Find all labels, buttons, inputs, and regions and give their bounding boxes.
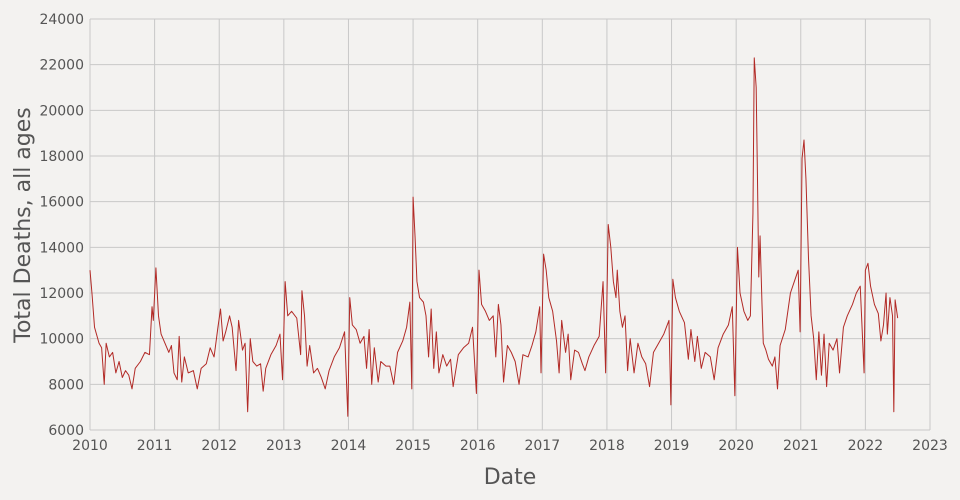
x-tick-label: 2011 [137, 438, 173, 454]
y-tick-label: 10000 [39, 332, 84, 348]
x-tick-label: 2013 [266, 438, 302, 454]
y-tick-label: 24000 [39, 12, 84, 28]
x-tick-label: 2016 [460, 438, 496, 454]
y-tick-label: 8000 [48, 377, 84, 393]
x-tick-label: 2021 [783, 438, 819, 454]
y-tick-label: 18000 [39, 149, 84, 165]
y-tick-label: 22000 [39, 58, 84, 74]
x-tick-label: 2017 [524, 438, 560, 454]
x-tick-label: 2014 [331, 438, 367, 454]
y-tick-label: 14000 [39, 240, 84, 256]
x-tick-label: 2019 [654, 438, 690, 454]
y-axis-label: Total Deaths, all ages [11, 107, 36, 344]
x-tick-label: 2018 [589, 438, 625, 454]
x-tick-label: 2020 [718, 438, 754, 454]
y-tick-label: 6000 [48, 423, 84, 439]
y-tick-label: 12000 [39, 286, 84, 302]
x-tick-label: 2010 [72, 438, 108, 454]
x-tick-label: 2015 [395, 438, 431, 454]
data-line [89, 57, 899, 417]
x-tick-label: 2012 [201, 438, 237, 454]
x-tick-label: 2022 [848, 438, 884, 454]
x-tick-label: 2023 [912, 438, 948, 454]
x-axis-label: Date [484, 465, 537, 490]
y-tick-label: 20000 [39, 103, 84, 119]
y-tick-label: 16000 [39, 195, 84, 211]
